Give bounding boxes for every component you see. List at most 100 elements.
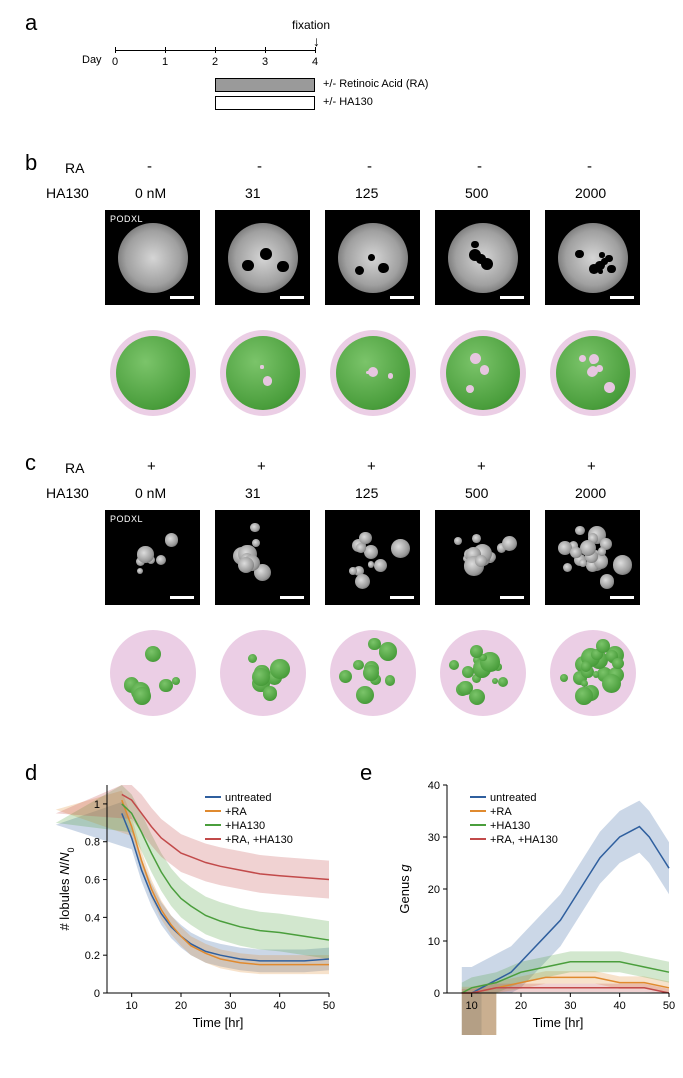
scalebar-icon bbox=[280, 596, 304, 599]
render-tile bbox=[105, 325, 200, 420]
render-tile bbox=[325, 325, 420, 420]
svg-text:40: 40 bbox=[614, 1000, 626, 1012]
confocal-tile: PODXL bbox=[105, 510, 200, 605]
scalebar-icon bbox=[390, 296, 414, 299]
col-ha-value: 31 bbox=[245, 485, 261, 501]
svg-text:+RA: +RA bbox=[225, 806, 247, 818]
confocal-tile bbox=[545, 510, 640, 605]
svg-text:+RA, +HA130: +RA, +HA130 bbox=[225, 834, 293, 846]
bar-ha-label: +/- HA130 bbox=[323, 96, 373, 108]
svg-text:+RA, +HA130: +RA, +HA130 bbox=[490, 834, 558, 846]
render-tile bbox=[215, 325, 310, 420]
fixation-label: fixation bbox=[292, 18, 330, 32]
svg-text:Time [hr]: Time [hr] bbox=[193, 1015, 244, 1030]
b-ha-header: HA130 bbox=[46, 185, 89, 201]
col-ha-value: 2000 bbox=[575, 185, 606, 201]
day-tick-label: 1 bbox=[162, 56, 168, 68]
svg-text:untreated: untreated bbox=[490, 792, 536, 804]
chart-lobules: 102030405000.20.40.60.81Time [hr]# lobul… bbox=[55, 775, 335, 1035]
svg-text:1: 1 bbox=[94, 799, 100, 811]
col-ra-value: + bbox=[257, 458, 266, 475]
day-label: Day bbox=[82, 54, 102, 66]
panel-d-label: d bbox=[25, 760, 37, 786]
col-ha-value: 125 bbox=[355, 485, 378, 501]
render-tile bbox=[105, 625, 200, 720]
bar-ha bbox=[215, 96, 315, 110]
scalebar-icon bbox=[170, 296, 194, 299]
confocal-tile bbox=[435, 210, 530, 305]
bar-ra-label: +/- Retinoic Acid (RA) bbox=[323, 78, 428, 90]
col-ha-value: 125 bbox=[355, 185, 378, 201]
svg-text:10: 10 bbox=[126, 1000, 138, 1012]
svg-text:0: 0 bbox=[434, 988, 440, 1000]
day-tick-label: 0 bbox=[112, 56, 118, 68]
col-ha-value: 500 bbox=[465, 185, 488, 201]
svg-text:+HA130: +HA130 bbox=[490, 820, 530, 832]
scalebar-icon bbox=[170, 596, 194, 599]
col-ra-value: - bbox=[147, 158, 152, 175]
render-tile bbox=[325, 625, 420, 720]
render-tile bbox=[545, 325, 640, 420]
col-ra-value: - bbox=[257, 158, 262, 175]
day-tick-label: 4 bbox=[312, 56, 318, 68]
podxl-label: PODXL bbox=[110, 214, 143, 224]
col-ha-value: 0 nM bbox=[135, 185, 166, 201]
confocal-tile bbox=[545, 210, 640, 305]
confocal-tile bbox=[435, 510, 530, 605]
confocal-tile bbox=[215, 210, 310, 305]
day-tick-label: 2 bbox=[212, 56, 218, 68]
svg-text:0: 0 bbox=[94, 988, 100, 1000]
svg-text:+HA130: +HA130 bbox=[225, 820, 265, 832]
c-ha-header: HA130 bbox=[46, 485, 89, 501]
col-ra-value: + bbox=[477, 458, 486, 475]
c-ra-header: RA bbox=[65, 460, 84, 476]
scalebar-icon bbox=[500, 296, 524, 299]
svg-text:20: 20 bbox=[515, 1000, 527, 1012]
panel-e-label: e bbox=[360, 760, 372, 786]
col-ra-value: + bbox=[587, 458, 596, 475]
svg-text:Time [hr]: Time [hr] bbox=[533, 1015, 584, 1030]
confocal-tile bbox=[325, 210, 420, 305]
render-tile bbox=[545, 625, 640, 720]
col-ha-value: 2000 bbox=[575, 485, 606, 501]
chart-genus: 1020304050010203040Time [hr]Genus guntre… bbox=[395, 775, 675, 1035]
col-ra-value: + bbox=[147, 458, 156, 475]
scalebar-icon bbox=[390, 596, 414, 599]
svg-text:40: 40 bbox=[274, 1000, 286, 1012]
svg-text:+RA: +RA bbox=[490, 806, 512, 818]
confocal-tile bbox=[215, 510, 310, 605]
svg-text:10: 10 bbox=[428, 936, 440, 948]
panel-c-label: c bbox=[25, 450, 36, 476]
svg-text:30: 30 bbox=[224, 1000, 236, 1012]
bar-ra bbox=[215, 78, 315, 92]
scalebar-icon bbox=[500, 596, 524, 599]
podxl-label: PODXL bbox=[110, 514, 143, 524]
svg-text:10: 10 bbox=[466, 1000, 478, 1012]
panel-b-label: b bbox=[25, 150, 37, 176]
scalebar-icon bbox=[280, 296, 304, 299]
col-ha-value: 31 bbox=[245, 185, 261, 201]
svg-text:# lobules N/N0: # lobules N/N0 bbox=[57, 847, 76, 930]
svg-text:0.8: 0.8 bbox=[85, 837, 100, 849]
svg-text:20: 20 bbox=[175, 1000, 187, 1012]
render-tile bbox=[435, 325, 530, 420]
svg-text:0.2: 0.2 bbox=[85, 950, 100, 962]
svg-text:30: 30 bbox=[428, 832, 440, 844]
col-ra-value: - bbox=[477, 158, 482, 175]
col-ha-value: 500 bbox=[465, 485, 488, 501]
confocal-tile: PODXL bbox=[105, 210, 200, 305]
svg-text:50: 50 bbox=[663, 1000, 675, 1012]
svg-text:40: 40 bbox=[428, 780, 440, 792]
col-ra-value: - bbox=[587, 158, 592, 175]
svg-text:untreated: untreated bbox=[225, 792, 271, 804]
scalebar-icon bbox=[610, 596, 634, 599]
svg-text:30: 30 bbox=[564, 1000, 576, 1012]
scalebar-icon bbox=[610, 296, 634, 299]
svg-text:0.6: 0.6 bbox=[85, 875, 100, 887]
confocal-tile bbox=[325, 510, 420, 605]
render-tile bbox=[215, 625, 310, 720]
col-ra-value: + bbox=[367, 458, 376, 475]
svg-text:50: 50 bbox=[323, 1000, 335, 1012]
day-tick-label: 3 bbox=[262, 56, 268, 68]
b-ra-header: RA bbox=[65, 160, 84, 176]
